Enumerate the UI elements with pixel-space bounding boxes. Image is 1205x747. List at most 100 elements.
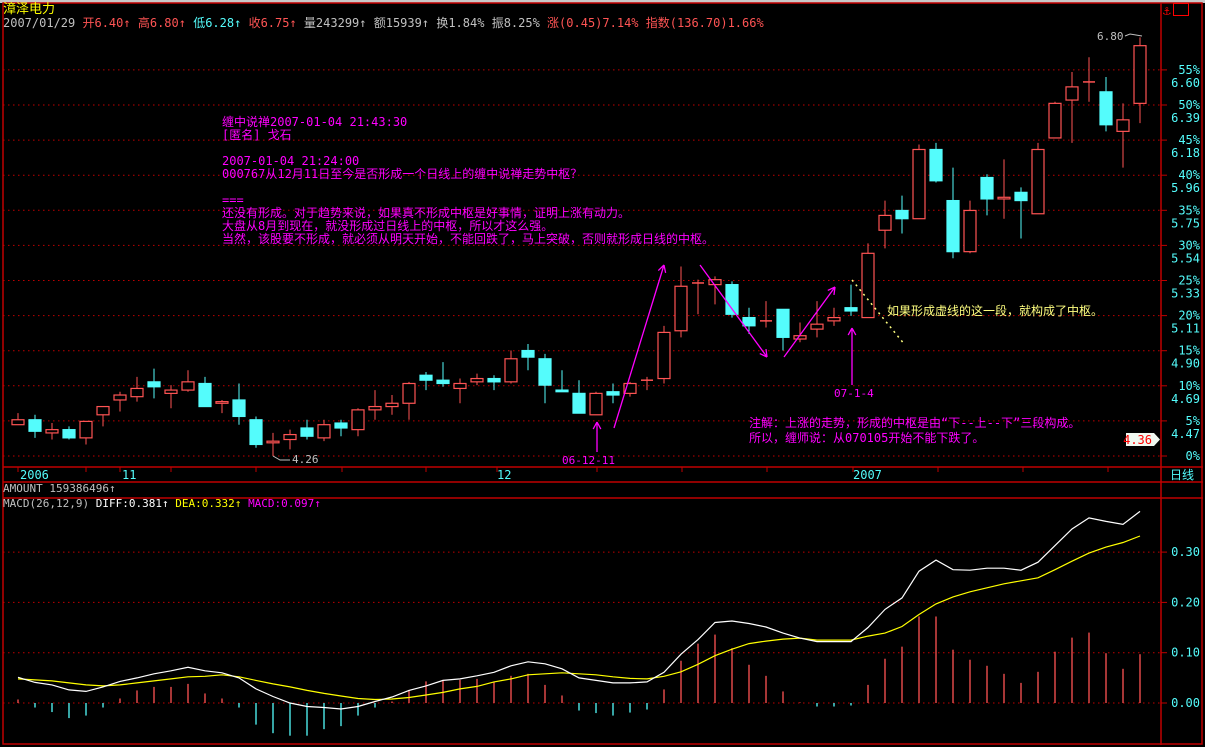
- current-price-tag: [1126, 433, 1160, 447]
- candle: [760, 301, 772, 328]
- forum-line: 还没有形成。对于趋势来说，如果真不形成中枢是好事情，证明上涨有动力。: [222, 206, 631, 220]
- macd-axis-label: 0.30: [1171, 545, 1200, 559]
- candle: [266, 432, 280, 456]
- candle: [810, 301, 824, 338]
- macd-axis-label: 0.00: [1171, 696, 1200, 710]
- dea-line: [17, 535, 1141, 701]
- candle: [997, 159, 1011, 219]
- forum-line: [222, 181, 714, 194]
- candle-body: [147, 381, 161, 388]
- candle-body: [28, 419, 42, 432]
- quote-close: 收6.75↑: [248, 16, 297, 30]
- bottom-note-line-1: 注解：上涨的走势，形成的中枢是由“下--上--下”三段构成。: [749, 416, 1081, 430]
- candle-body: [300, 427, 314, 437]
- price-axis-price-label: 5.33: [1171, 287, 1200, 301]
- date-axis-label: 2006: [20, 468, 49, 482]
- candle: [249, 416, 263, 448]
- low-label-leader: [272, 455, 290, 461]
- quote-amplitude: 振8.25%: [491, 16, 540, 30]
- diff-line: [17, 510, 1141, 710]
- candle-body: [453, 382, 467, 390]
- candle: [1116, 103, 1130, 168]
- price-axis-pct-label: 35%: [1178, 203, 1200, 217]
- candle-body: [130, 387, 144, 398]
- forum-line: [匿名] 戈石: [222, 128, 292, 142]
- price-axis-price-label: 6.39: [1171, 111, 1200, 125]
- candle-body: [334, 422, 348, 429]
- candle-body: [623, 382, 637, 394]
- macd-legend: MACD(26,12,9) DIFF:0.381↑ DEA:0.332↑ MAC…: [3, 498, 321, 510]
- price-axis-pct-label: 15%: [1178, 344, 1200, 358]
- candle-body: [589, 392, 603, 416]
- candle-body: [1031, 148, 1045, 215]
- quote-turnover: 换1.84%: [436, 16, 485, 30]
- forum-annotation: 缠中说禅2007-01-04 21:43:30 [匿名] 戈石 2007-01-04…: [222, 116, 714, 246]
- candle-body: [895, 209, 909, 220]
- candle: [641, 376, 653, 391]
- dashed-segment-note: 如果形成虚线的这一段，就构成了中枢。: [887, 304, 1104, 318]
- candle: [657, 325, 671, 384]
- candle-body: [980, 176, 994, 200]
- candle: [521, 343, 535, 371]
- anchor-icon[interactable]: ⚓: [1163, 4, 1171, 19]
- quote-change: 涨(0.45)7.14%: [547, 16, 639, 30]
- candle-body: [521, 349, 535, 358]
- candle: [742, 307, 756, 335]
- price-axis-price-label: 5.11: [1171, 322, 1200, 336]
- candle-body: [232, 399, 246, 418]
- candle-body: [929, 148, 943, 182]
- arrow-head: [847, 327, 853, 336]
- candle: [1099, 76, 1113, 132]
- arrow-head: [592, 421, 598, 430]
- legend-dea: DEA:0.332↑: [175, 497, 242, 510]
- candle: [963, 200, 977, 254]
- date-axis-label: 2007: [853, 468, 882, 482]
- price-axis-price-label: 6.18: [1171, 146, 1200, 160]
- candle: [317, 419, 331, 442]
- quote-amount: 额15939↑: [373, 16, 430, 30]
- arrow-head: [759, 352, 768, 358]
- arrow-head: [663, 264, 667, 273]
- arrow-head: [596, 421, 602, 430]
- price-axis-price-label: 5.96: [1171, 181, 1200, 195]
- price-axis-pct-label: 0%: [1186, 449, 1201, 463]
- candle-body: [317, 424, 331, 439]
- quote-info-bar: 2007/01/29 开6.40↑ 高6.80↑ 低6.28↑ 收6.75↑ 量…: [3, 16, 764, 30]
- candle: [453, 378, 467, 404]
- arrow-head: [827, 286, 836, 292]
- window-icon[interactable]: [1172, 3, 1189, 16]
- candle: [487, 375, 501, 391]
- price-axis-pct-label: 45%: [1178, 133, 1200, 147]
- candle-body: [861, 252, 875, 319]
- candle-body: [504, 358, 518, 383]
- candle-body: [45, 429, 59, 434]
- candle: [504, 350, 518, 384]
- high-label-leader: [1124, 33, 1143, 37]
- candle: [130, 376, 144, 402]
- arrow-head: [851, 327, 857, 336]
- stock-name: 漳泽电力: [3, 2, 56, 17]
- candle-body: [368, 405, 382, 411]
- candle-body: [997, 196, 1011, 200]
- price-axis-price-label: 4.47: [1171, 427, 1200, 441]
- amount-readout: AMOUNT 159386496↑: [3, 482, 116, 495]
- candle-body: [538, 358, 552, 386]
- candle: [1031, 142, 1045, 215]
- candle: [589, 391, 603, 416]
- macd-axis-label: 0.10: [1171, 646, 1200, 660]
- arrow-head: [657, 264, 665, 272]
- candle-body: [606, 391, 620, 396]
- candle: [470, 373, 484, 386]
- arrow-head: [765, 348, 768, 358]
- candle: [1014, 187, 1028, 239]
- candle-body: [555, 389, 569, 393]
- up-segment-arrow: [613, 264, 665, 429]
- date-axis-label: 11: [122, 468, 136, 482]
- current-price-value: 4.36: [1123, 433, 1152, 447]
- forum-line: ===: [222, 193, 244, 207]
- candle: [368, 390, 382, 420]
- candle: [402, 381, 416, 420]
- candle-body: [164, 389, 178, 394]
